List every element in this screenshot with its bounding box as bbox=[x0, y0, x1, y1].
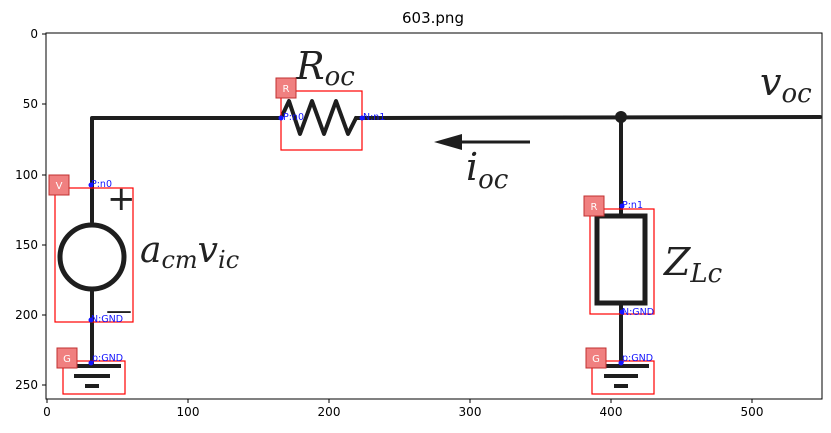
tag-label: G bbox=[592, 354, 600, 365]
y-tick-label: 100 bbox=[15, 168, 38, 182]
axes-frame bbox=[45, 32, 823, 400]
x-axis: 0 100 200 300 400 500 bbox=[43, 399, 763, 419]
label-minus: — bbox=[106, 296, 132, 326]
x-tick-label: 400 bbox=[600, 405, 623, 419]
bbox bbox=[62, 360, 126, 395]
annotation-ground-left: G p:GND bbox=[56, 347, 126, 395]
x-tick-label: 500 bbox=[741, 405, 764, 419]
label-current: ioc bbox=[466, 145, 509, 195]
tag-label: R bbox=[591, 202, 598, 213]
y-tick-label: 250 bbox=[15, 378, 38, 392]
pin-label: P:n0 bbox=[283, 112, 304, 123]
pin-label: N:GND bbox=[622, 307, 654, 318]
bbox bbox=[54, 187, 134, 323]
wire-top-left bbox=[90, 116, 283, 224]
tag-box bbox=[585, 347, 607, 369]
pin-label: P:n0 bbox=[91, 179, 112, 190]
annotation-ground-right: G p:GND bbox=[585, 347, 655, 395]
y-tick-label: 200 bbox=[15, 308, 38, 322]
y-tick-label: 50 bbox=[23, 97, 38, 111]
pin-dot bbox=[88, 317, 94, 323]
label-plus: + bbox=[107, 179, 136, 219]
pin-label: p:GND bbox=[622, 353, 653, 364]
tag-box bbox=[48, 174, 70, 196]
annotation-voltage-source: V P:n0 N:GND bbox=[48, 174, 134, 325]
pin-label: N:GND bbox=[91, 314, 123, 325]
pin-dot bbox=[359, 115, 365, 121]
label-resistor: Roc bbox=[295, 44, 355, 92]
y-axis: 0 50 100 150 200 250 bbox=[15, 27, 46, 392]
pin-dot bbox=[619, 309, 625, 315]
wire-top-right bbox=[354, 115, 822, 120]
tag-box bbox=[275, 77, 297, 99]
y-tick-label: 0 bbox=[30, 27, 38, 41]
pin-dot bbox=[618, 360, 624, 366]
current-arrowhead bbox=[434, 134, 462, 150]
y-tick-label: 150 bbox=[15, 238, 38, 252]
pin-dot bbox=[88, 360, 94, 366]
x-tick-label: 200 bbox=[318, 405, 341, 419]
x-tick-label: 300 bbox=[459, 405, 482, 419]
tag-label: G bbox=[63, 354, 71, 365]
pin-label: N:n1 bbox=[363, 112, 385, 123]
label-voltage-out: voc bbox=[760, 60, 812, 109]
annotation-load: R P:n1 N:GND bbox=[583, 195, 655, 318]
circuit-labels: Roc voc ioc acmvic ZLc + — bbox=[106, 44, 812, 326]
tag-label: V bbox=[56, 181, 63, 192]
pin-dot bbox=[619, 203, 625, 209]
label-source: acmvic bbox=[140, 230, 239, 274]
pin-dot bbox=[88, 182, 94, 188]
annotation-resistor-top: R P:n0 N:n1 bbox=[275, 77, 385, 151]
bbox bbox=[591, 360, 655, 395]
pin-label: p:GND bbox=[92, 353, 123, 364]
label-load: ZLc bbox=[663, 240, 723, 289]
pin-dot bbox=[278, 115, 284, 121]
pin-label: P:n1 bbox=[622, 200, 643, 211]
detection-annotations: R P:n0 N:n1 V P:n0 N:GND R P:n1 N:GND bbox=[48, 77, 655, 395]
tag-label: R bbox=[283, 84, 290, 95]
tag-box bbox=[583, 195, 605, 217]
x-tick-label: 0 bbox=[43, 405, 51, 419]
resistor-zigzag bbox=[279, 99, 358, 136]
tag-box bbox=[56, 347, 78, 369]
figure-title: 603.png bbox=[402, 9, 464, 27]
x-tick-label: 100 bbox=[177, 405, 200, 419]
